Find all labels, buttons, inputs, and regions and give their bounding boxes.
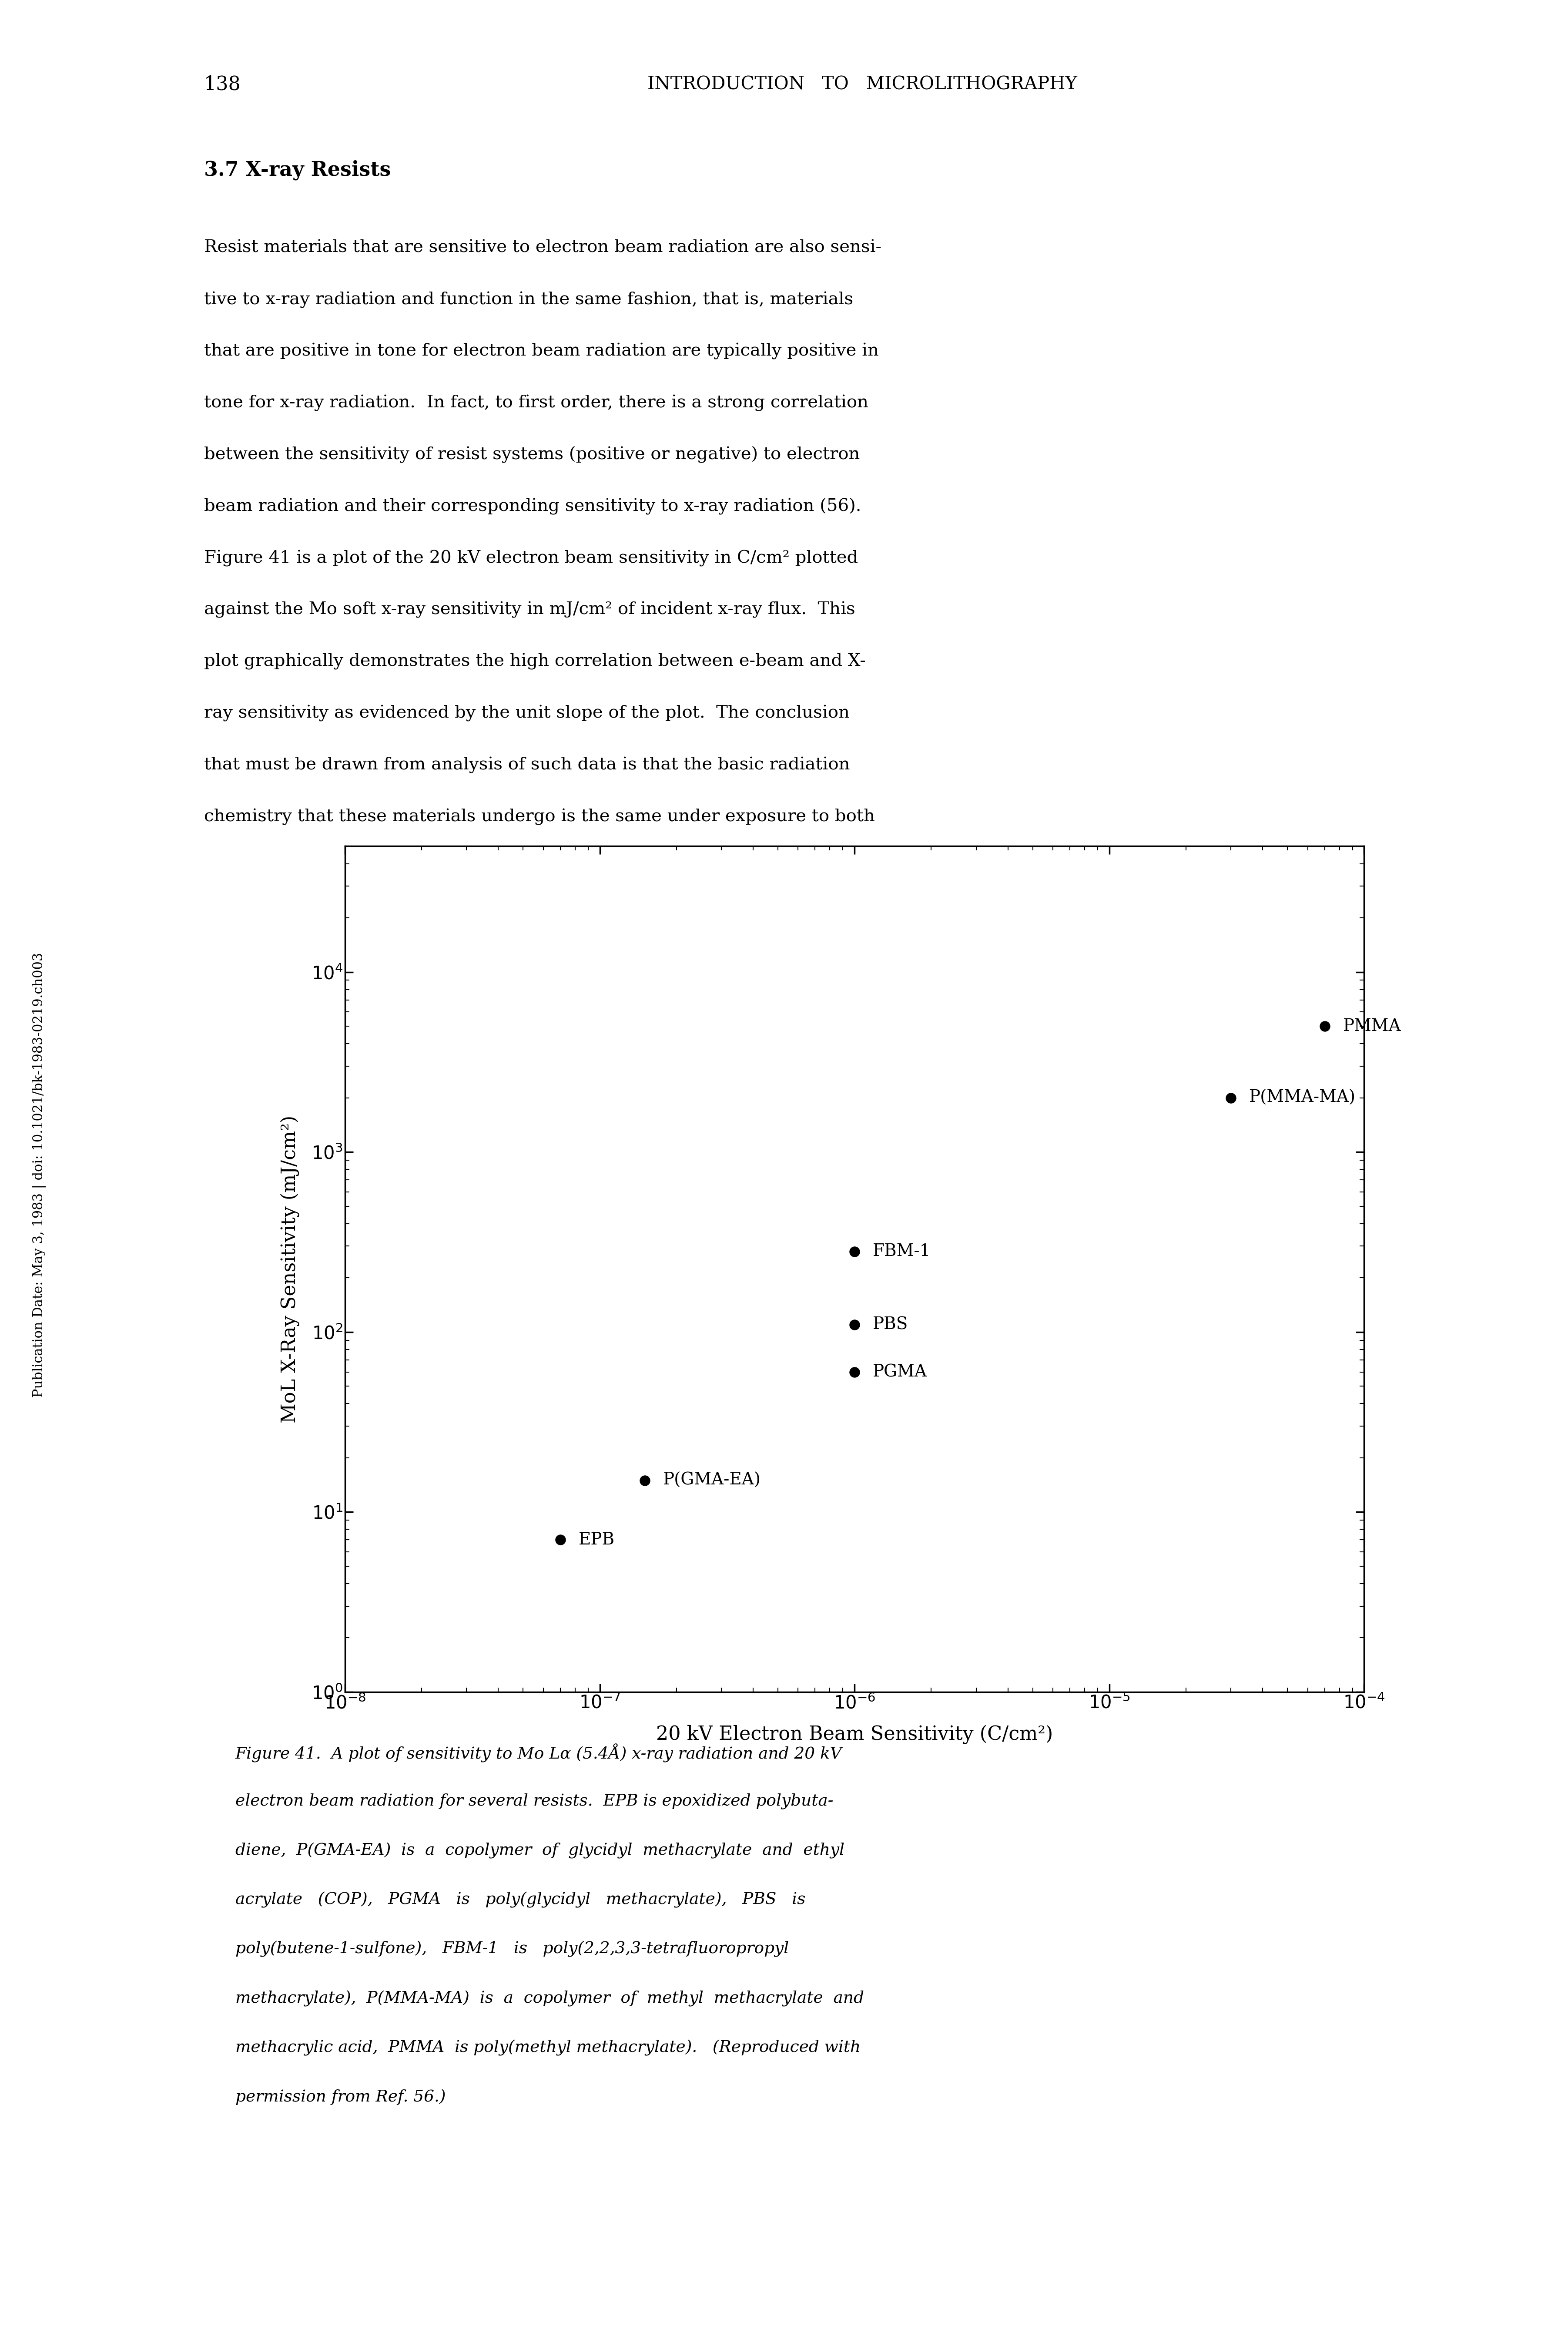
Text: poly(butene-1-sulfone),   FBM-1   is   poly(2,2,3,3-tetrafluoropropyl: poly(butene-1-sulfone), FBM-1 is poly(2,… [235,1941,789,1958]
Text: FBM-1: FBM-1 [873,1243,931,1260]
Text: PGMA: PGMA [873,1363,927,1379]
Text: acrylate   (COP),   PGMA   is   poly(glycidyl   methacrylate),   PBS   is: acrylate (COP), PGMA is poly(glycidyl me… [235,1892,806,1908]
Text: P(MMA-MA): P(MMA-MA) [1250,1090,1356,1107]
Text: electron beam radiation for several resists.  EPB is epoxidized polybuta-: electron beam radiation for several resi… [235,1793,833,1810]
Text: diene,  P(GMA-EA)  is  a  copolymer  of  glycidyl  methacrylate  and  ethyl: diene, P(GMA-EA) is a copolymer of glyci… [235,1842,844,1859]
Text: 3.7 X-ray Resists: 3.7 X-ray Resists [204,160,390,181]
Text: INTRODUCTION   TO   MICROLITHOGRAPHY: INTRODUCTION TO MICROLITHOGRAPHY [648,75,1077,94]
Point [1312,1008,1338,1046]
Text: against the Mo soft x-ray sensitivity in mJ/cm² of incident x-ray flux.  This: against the Mo soft x-ray sensitivity in… [204,602,855,618]
Text: methacrylate),  P(MMA-MA)  is  a  copolymer  of  methyl  methacrylate  and: methacrylate), P(MMA-MA) is a copolymer … [235,1990,864,2007]
Text: beam radiation and their corresponding sensitivity to x-ray radiation (56).: beam radiation and their corresponding s… [204,498,861,515]
Text: Publication Date: May 3, 1983 | doi: 10.1021/bk-1983-0219.ch003: Publication Date: May 3, 1983 | doi: 10.… [33,952,45,1398]
Text: EPB: EPB [579,1532,615,1549]
Point [842,1307,867,1344]
X-axis label: 20 kV Electron Beam Sensitivity (C/cm²): 20 kV Electron Beam Sensitivity (C/cm²) [655,1725,1054,1744]
Text: Figure 41.  A plot of sensitivity to Mo Lα (5.4Å) x-ray radiation and 20 kV: Figure 41. A plot of sensitivity to Mo L… [235,1744,842,1762]
Text: ray sensitivity as evidenced by the unit slope of the plot.  The conclusion: ray sensitivity as evidenced by the unit… [204,705,850,721]
Point [1218,1079,1243,1116]
Text: P(GMA-EA): P(GMA-EA) [663,1471,760,1488]
Text: chemistry that these materials undergo is the same under exposure to both: chemistry that these materials undergo i… [204,808,875,825]
Y-axis label: MoL X-Ray Sensitivity (mJ/cm²): MoL X-Ray Sensitivity (mJ/cm²) [281,1116,299,1422]
Text: PBS: PBS [873,1316,908,1332]
Text: PMMA: PMMA [1344,1018,1402,1034]
Point [632,1462,657,1499]
Text: that must be drawn from analysis of such data is that the basic radiation: that must be drawn from analysis of such… [204,757,850,773]
Point [842,1354,867,1391]
Point [547,1520,572,1558]
Text: Figure 41 is a plot of the 20 kV electron beam sensitivity in C/cm² plotted: Figure 41 is a plot of the 20 kV electro… [204,550,858,566]
Text: tive to x-ray radiation and function in the same fashion, that is, materials: tive to x-ray radiation and function in … [204,291,853,308]
Text: plot graphically demonstrates the high correlation between e-beam and X-: plot graphically demonstrates the high c… [204,653,866,670]
Text: methacrylic acid,  PMMA  is poly(methyl methacrylate).   (Reproduced with: methacrylic acid, PMMA is poly(methyl me… [235,2040,861,2056]
Text: 138: 138 [204,75,241,94]
Text: permission from Ref. 56.): permission from Ref. 56.) [235,2089,445,2106]
Text: tone for x-ray radiation.  In fact, to first order, there is a strong correlatio: tone for x-ray radiation. In fact, to fi… [204,395,869,411]
Point [842,1234,867,1271]
Text: between the sensitivity of resist systems (positive or negative) to electron: between the sensitivity of resist system… [204,446,859,463]
Text: Resist materials that are sensitive to electron beam radiation are also sensi-: Resist materials that are sensitive to e… [204,240,881,256]
Text: that are positive in tone for electron beam radiation are typically positive in: that are positive in tone for electron b… [204,343,878,360]
